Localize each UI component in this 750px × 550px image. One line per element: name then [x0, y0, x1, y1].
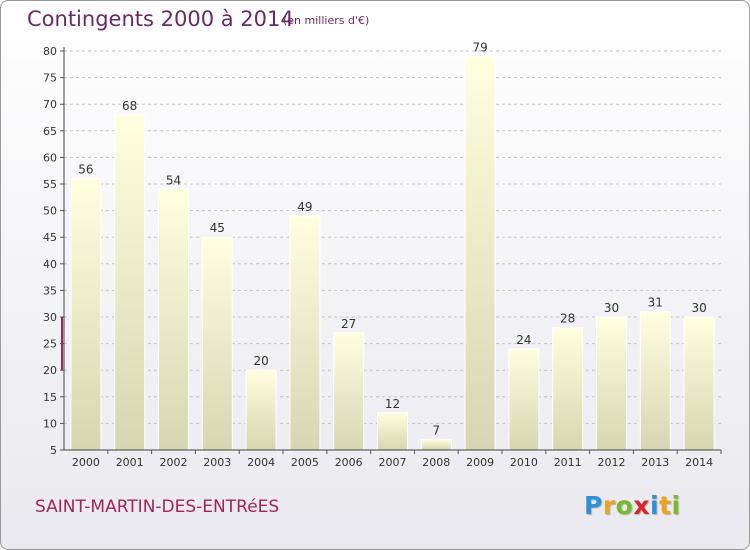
chart-title: Contingents 2000 à 2014 — [27, 7, 294, 31]
brand-logo: Proxiti — [584, 491, 681, 520]
x-tick-label-2013: 2013 — [641, 456, 669, 469]
data-label-2009: 79 — [472, 40, 487, 54]
bar-2010 — [508, 348, 540, 451]
bar-2014 — [683, 316, 715, 451]
y-tick-label: 75 — [43, 72, 57, 85]
bar-2004 — [245, 369, 277, 451]
y-tick-label: 10 — [43, 417, 57, 430]
bar-2002 — [158, 188, 189, 451]
y-tick-label: 30 — [43, 311, 57, 324]
bar-2005 — [289, 215, 321, 451]
data-label-2007: 12 — [385, 397, 400, 411]
data-label-2012: 30 — [604, 301, 619, 315]
y-tick-label: 35 — [43, 284, 57, 297]
brand-letter: i — [650, 491, 660, 520]
brand-letter: t — [659, 491, 672, 520]
bars — [70, 55, 715, 451]
data-label-2003: 45 — [210, 221, 225, 235]
data-label-2000: 56 — [78, 163, 93, 177]
brand-letter: i — [671, 491, 681, 520]
bar-2006 — [333, 332, 365, 451]
chart-subtitle: (en milliers d'€) — [283, 14, 370, 27]
brand-letter: r — [602, 491, 616, 520]
place-name: SAINT-MARTIN-DES-ENTRéES — [35, 497, 280, 517]
x-tick-label-2010: 2010 — [510, 456, 538, 469]
axes: 5 10 15 20 25 30 35 40 45 50 55 60 65 70 75 80 2000 2001 2… — [43, 45, 722, 469]
y-tick-label: 60 — [43, 151, 57, 164]
data-label-2013: 31 — [648, 296, 663, 310]
x-tick-label-2014: 2014 — [685, 456, 713, 469]
data-label-2004: 20 — [253, 354, 268, 368]
x-tick-label-2007: 2007 — [379, 456, 407, 469]
data-label-2006: 27 — [341, 317, 356, 331]
bar-2011 — [552, 327, 584, 451]
y-tick-label: 50 — [43, 205, 57, 218]
data-label-2005: 49 — [297, 200, 312, 214]
x-tick-label-2004: 2004 — [247, 456, 275, 469]
x-tick-label-2012: 2012 — [598, 456, 626, 469]
x-tick-label-2002: 2002 — [160, 456, 188, 469]
data-labels: 56 68 54 45 20 49 27 12 7 79 24 28 30 31 30 — [78, 40, 706, 437]
data-label-2002: 54 — [166, 173, 181, 187]
y-tick-label: 80 — [43, 45, 57, 58]
x-tick-label-2009: 2009 — [466, 456, 494, 469]
data-label-2010: 24 — [516, 333, 531, 347]
x-tick-label-2011: 2011 — [554, 456, 582, 469]
y-tick-label: 15 — [43, 391, 57, 404]
x-tick-label-2008: 2008 — [422, 456, 450, 469]
data-label-2011: 28 — [560, 312, 575, 326]
y-tick-label: 25 — [43, 338, 57, 351]
bar-2007 — [377, 412, 408, 451]
x-tick-label-2005: 2005 — [291, 456, 319, 469]
bar-2001 — [114, 114, 146, 451]
y-tick-label: 20 — [43, 364, 57, 377]
y-tick-label: 5 — [50, 444, 57, 457]
bar-2012 — [596, 316, 627, 451]
data-label-2001: 68 — [122, 99, 137, 113]
y-tick-label: 65 — [43, 125, 57, 138]
y-tick-label: 70 — [43, 98, 57, 111]
data-label-2014: 30 — [691, 301, 706, 315]
bar-2013 — [639, 311, 671, 451]
brand-letter: P — [584, 491, 603, 520]
bar-2009 — [464, 55, 496, 451]
bar-2008 — [420, 438, 452, 451]
y-tick-label: 55 — [43, 178, 57, 191]
x-tick-label-2001: 2001 — [116, 456, 144, 469]
x-tick-label-2000: 2000 — [72, 456, 100, 469]
brand-letter: x — [633, 491, 650, 520]
bar-2000 — [70, 178, 102, 451]
data-label-2008: 7 — [432, 423, 440, 437]
y-tick-label: 40 — [43, 258, 57, 271]
brand-letter: o — [615, 491, 634, 520]
bar-2003 — [201, 236, 233, 451]
x-tick-label-2003: 2003 — [203, 456, 231, 469]
y-tick-label: 45 — [43, 231, 57, 244]
x-tick-label-2006: 2006 — [335, 456, 363, 469]
